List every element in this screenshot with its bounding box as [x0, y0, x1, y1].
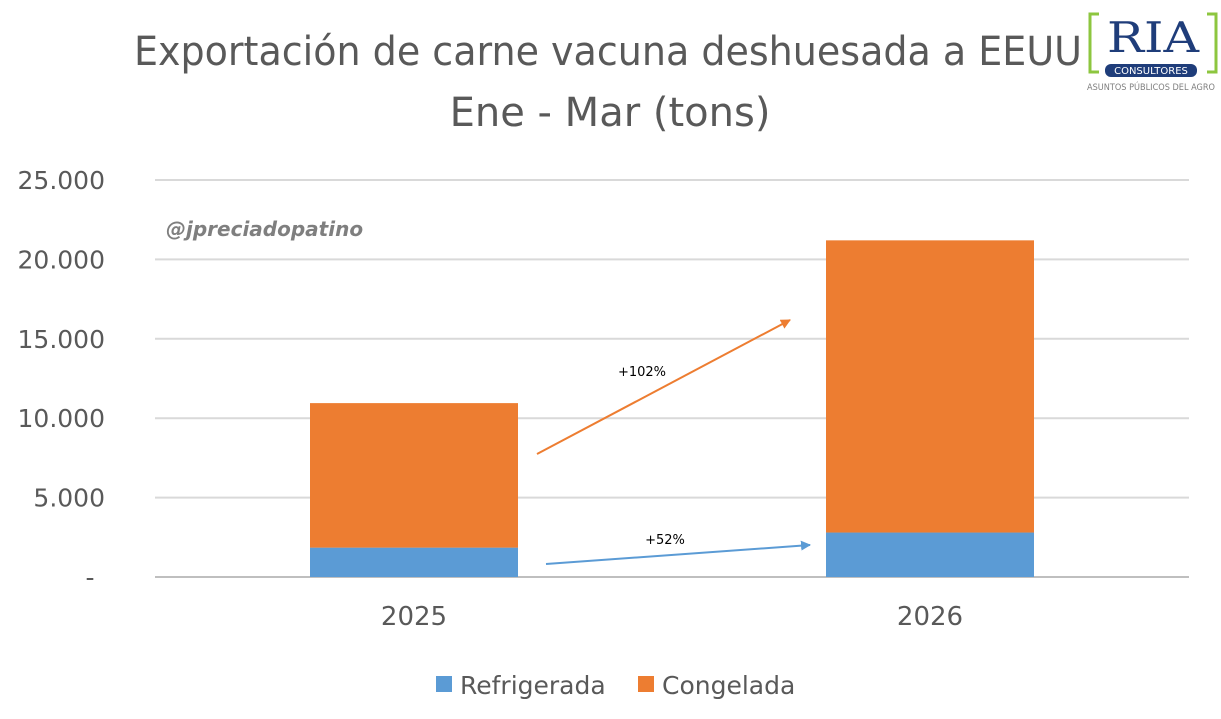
y-tick-label: -	[85, 563, 94, 592]
refrigerada-growth-arrow	[545, 540, 811, 565]
ria-logo: RIA CONSULTORES ASUNTOS PÚBLICOS DEL AGR…	[1087, 12, 1218, 93]
x-tick-label: 2025	[381, 602, 447, 632]
bar-refrigerada-2025	[310, 547, 518, 577]
y-tick-label: 10.000	[18, 404, 105, 433]
congelada-growth-arrow	[536, 319, 791, 455]
bar-congelada-2025	[310, 403, 518, 548]
y-tick-label: 20.000	[18, 245, 105, 274]
legend: Refrigerada Congelada	[436, 671, 795, 700]
logo-tagline: ASUNTOS PÚBLICOS DEL AGRO	[1087, 81, 1215, 93]
legend-label-refrigerada: Refrigerada	[460, 671, 606, 700]
refrigerada-growth-label: +52%	[645, 533, 685, 548]
congelada-growth-label: +102%	[618, 365, 666, 380]
bar-refrigerada-2026	[826, 532, 1034, 577]
y-tick-label: 15.000	[18, 325, 105, 354]
x-axis-ticks: 2025 2026	[381, 602, 963, 632]
legend-label-congelada: Congelada	[662, 671, 795, 700]
logo-sub-text: CONSULTORES	[1114, 66, 1188, 77]
chart-subtitle: Ene - Mar (tons)	[450, 90, 771, 136]
chart-title: Exportación de carne vacuna deshuesada a…	[134, 29, 1082, 75]
watermark-handle: @jpreciadopatino	[166, 217, 363, 241]
y-tick-label: 5.000	[33, 484, 105, 513]
y-axis-ticks: - 5.000 10.000 15.000 20.000 25.000	[18, 166, 105, 592]
bars	[310, 240, 1034, 577]
legend-swatch-refrigerada	[436, 676, 452, 692]
bar-congelada-2026	[826, 240, 1034, 533]
logo-main-text: RIA	[1107, 13, 1200, 62]
y-tick-label: 25.000	[18, 166, 105, 195]
x-tick-label: 2026	[897, 602, 963, 632]
legend-swatch-congelada	[638, 676, 654, 692]
